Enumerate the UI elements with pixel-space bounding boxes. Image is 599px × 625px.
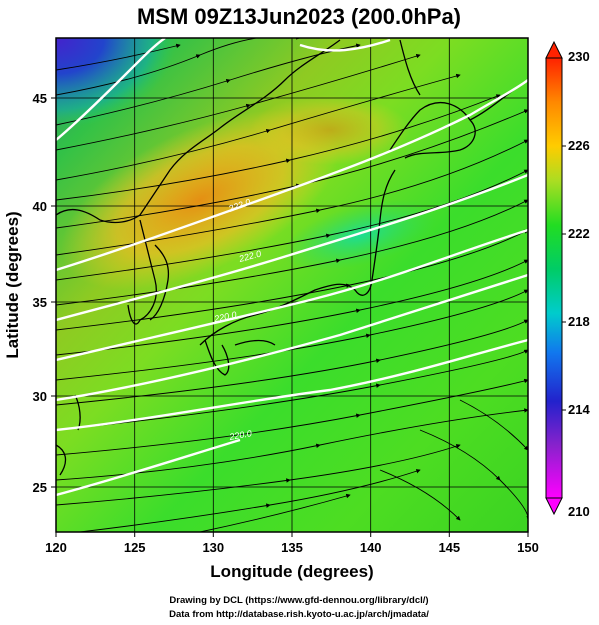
contours [56,38,528,497]
y-tick-marks [51,97,56,488]
credit-data: Data from http://database.rish.kyoto-u.a… [169,609,429,620]
streamline [56,199,528,306]
coast-korea-east [149,244,170,321]
colorbar-tick-label: 226 [568,138,590,153]
map-title: MSM 09Z13Jun2023 (200.0hPa) [137,4,461,29]
streamline [56,349,528,431]
colorbar-min-label: 210 [568,504,590,519]
y-tick-label: 25 [33,480,47,495]
colorbar: 230 226 222 218 214 210 [545,40,590,519]
streamline [419,429,528,521]
contour [56,173,528,322]
contour [56,79,528,272]
y-tick-label: 30 [33,389,47,404]
y-axis-label: Latitude (degrees) [3,211,22,358]
x-tick-label: 120 [45,540,67,555]
x-tick-marks [55,532,529,537]
streamline [56,229,528,331]
streamline [459,399,528,451]
colorbar-min-arrow [545,497,563,516]
streamline [56,38,301,96]
contour [56,338,528,432]
contour [56,273,528,402]
colorbar-fill [545,57,563,499]
streamline [56,43,361,126]
contour-label: 220.0 [228,428,253,442]
colorbar-max-label: 230 [568,49,590,64]
coast-shikoku [234,339,276,346]
contour [56,438,241,497]
contour [56,228,528,362]
colorbar-tick-label: 218 [568,314,590,329]
credit-drawing: Drawing by DCL (https://www.gfd-dennou.o… [169,595,428,606]
contour [299,38,391,52]
streamline [56,319,528,406]
colorbar-tick-label: 222 [568,226,590,241]
y-tick-label: 40 [33,199,47,214]
streamline [56,169,528,281]
contour [56,38,166,141]
colorbar-max-arrow [545,40,563,59]
x-tick-label: 150 [517,540,539,555]
streamline [56,289,528,381]
colorbar-tick-label: 214 [568,402,590,417]
x-tick-label: 145 [438,540,460,555]
x-tick-label: 125 [124,540,146,555]
streamline [56,73,461,181]
y-tick-label: 35 [33,295,47,310]
streamline [56,53,421,151]
streamline [199,493,351,532]
x-tick-label: 135 [281,540,303,555]
x-tick-label: 130 [202,540,224,555]
contour-label: 220.0 [212,309,237,324]
x-tick-label: 140 [360,540,382,555]
coast-china-south [56,444,67,476]
coast-kyushu [204,339,230,376]
streamline [379,469,461,521]
coast-korea-west [127,219,157,325]
plot-area: 222.0 222.0 220.0 220.0 [56,38,528,532]
streamline [56,43,181,71]
warm-region-north [250,95,410,165]
streamline [56,259,528,356]
x-axis-label: Longitude (degrees) [210,562,373,581]
streamline [79,469,421,532]
y-tick-label: 45 [33,91,47,106]
